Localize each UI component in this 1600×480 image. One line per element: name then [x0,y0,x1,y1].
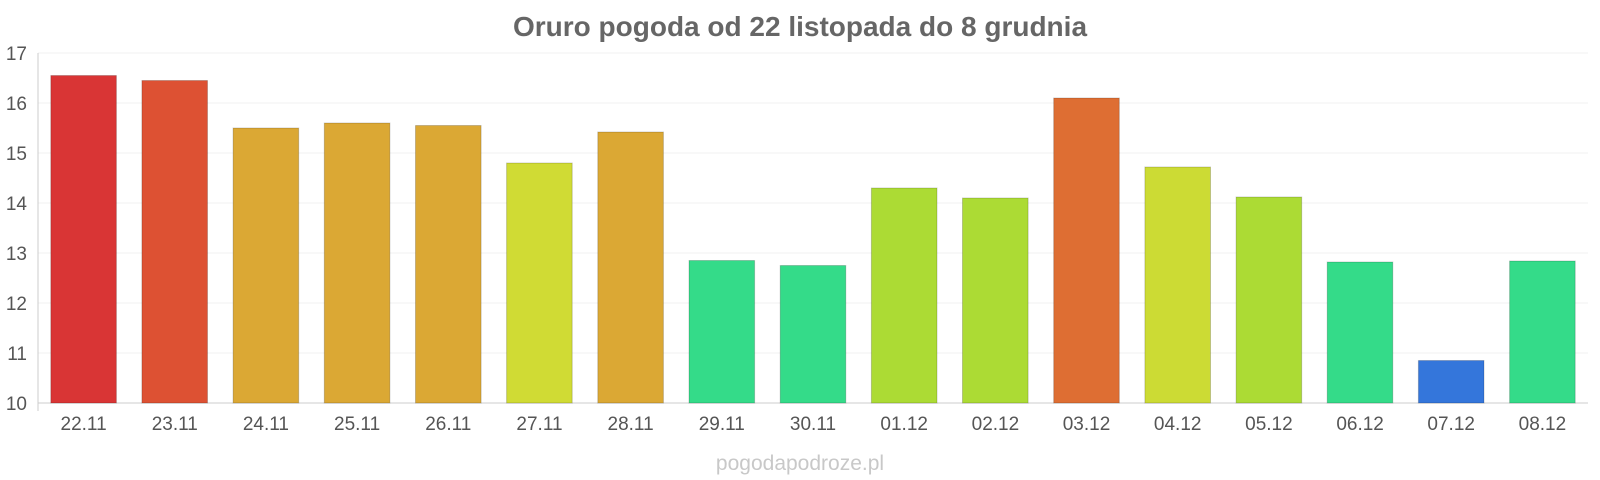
x-tick-label: 05.12 [1245,414,1293,435]
x-tick-label: 25.11 [334,414,380,435]
y-tick-label: 10 [6,394,27,415]
y-tick-label: 13 [6,244,27,265]
x-tick-label: 06.12 [1336,414,1384,435]
bar-28.11 [597,131,664,404]
x-tick-label: 28.11 [608,414,654,435]
bar-06.12 [1326,261,1394,404]
x-tick-label: 27.11 [516,414,562,435]
x-tick-label: 29.11 [699,414,745,435]
x-tick-labels: 22.11 23.11 24.11 25.11 26.11 27.11 28.11 29.11… [61,414,1567,435]
bar-24.11 [232,127,300,404]
bar-02.12 [962,197,1029,404]
bar-30.11 [779,265,847,404]
bar-03.12 [1053,97,1120,404]
x-tick-label: 30.11 [790,414,836,435]
y-tick-label: 11 [7,344,27,365]
bar-26.11 [415,125,482,404]
x-tick-label: 22.11 [61,414,107,435]
y-tick-label: 12 [6,294,27,315]
bar-05.12 [1235,196,1303,404]
bar-01.12 [870,187,938,404]
bar-07.12 [1417,360,1485,404]
bar-23.11 [141,80,208,404]
x-tick-label: 02.12 [972,414,1020,435]
bar-04.12 [1144,166,1212,404]
bar-29.11 [688,260,756,404]
y-tick-label: 14 [6,194,28,215]
bar-08.12 [1509,260,1576,404]
y-tick-label: 16 [6,94,27,115]
bar-25.11 [323,122,391,404]
chart-title: Oruro pogoda od 22 listopada do 8 grudni… [513,11,1087,42]
x-tick-label: 08.12 [1519,414,1567,435]
y-tick-label: 15 [6,144,27,165]
x-tick-label: 26.11 [425,414,471,435]
bar-22.11 [50,75,117,404]
x-tick-label: 07.12 [1427,414,1475,435]
x-tick-label: 24.11 [243,414,289,435]
bar-27.11 [506,162,573,404]
bars [50,75,1576,404]
y-tick-label: 17 [6,44,27,65]
x-tick-label: 04.12 [1154,414,1202,435]
watermark: pogodapodroze.pl [716,452,884,475]
y-tick-labels: 10 11 12 13 14 15 16 17 [6,44,28,415]
x-tick-label: 03.12 [1063,414,1111,435]
x-tick-label: 23.11 [152,414,198,435]
x-tick-label: 01.12 [880,414,928,435]
